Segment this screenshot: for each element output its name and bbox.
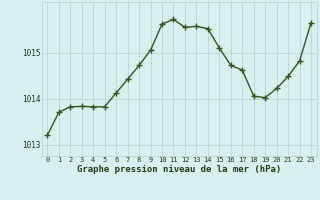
X-axis label: Graphe pression niveau de la mer (hPa): Graphe pression niveau de la mer (hPa) — [77, 165, 281, 174]
